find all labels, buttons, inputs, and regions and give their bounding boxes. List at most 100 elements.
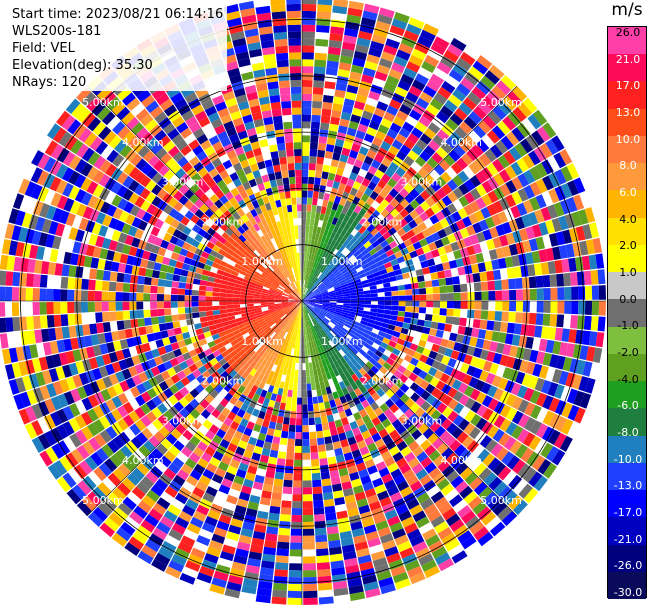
velocity-gate xyxy=(175,333,184,342)
velocity-gate xyxy=(357,554,372,565)
velocity-gate xyxy=(267,519,279,528)
velocity-gate xyxy=(57,393,69,408)
velocity-gate xyxy=(542,410,555,426)
velocity-gate xyxy=(145,100,159,114)
velocity-gate xyxy=(37,417,50,433)
velocity-gate xyxy=(523,387,535,402)
velocity-gate xyxy=(369,263,378,270)
velocity-gate xyxy=(458,139,471,153)
velocity-gate xyxy=(324,505,336,514)
velocity-gate xyxy=(74,174,87,189)
velocity-gate xyxy=(370,304,378,309)
velocity-gate xyxy=(334,335,342,342)
velocity-gate xyxy=(460,362,470,374)
velocity-gate xyxy=(394,343,403,351)
velocity-gate xyxy=(289,319,294,327)
velocity-gate xyxy=(315,315,322,322)
velocity-gate xyxy=(348,254,356,262)
velocity-gate xyxy=(352,196,361,205)
velocity-gate xyxy=(285,262,290,270)
velocity-gate xyxy=(308,253,312,261)
velocity-gate xyxy=(245,382,254,391)
velocity-gate xyxy=(316,156,325,165)
velocity-gate xyxy=(312,94,323,102)
velocity-gate xyxy=(195,267,204,275)
velocity-gate xyxy=(371,252,380,260)
velocity-gate xyxy=(308,163,316,171)
velocity-gate xyxy=(553,152,567,169)
velocity-gate xyxy=(361,399,370,409)
velocity-gate xyxy=(540,206,552,221)
velocity-gate xyxy=(525,336,534,349)
velocity-gate xyxy=(435,210,446,221)
velocity-gate xyxy=(308,298,316,301)
velocity-gate xyxy=(246,337,254,345)
velocity-gate xyxy=(445,513,461,527)
velocity-gate xyxy=(219,288,227,294)
velocity-gate xyxy=(288,319,293,326)
velocity-gate xyxy=(531,130,545,146)
velocity-gate xyxy=(247,289,255,294)
velocity-gate xyxy=(264,225,271,234)
velocity-gate xyxy=(381,418,392,429)
velocity-gate xyxy=(122,414,135,427)
velocity-gate xyxy=(327,172,336,181)
velocity-gate xyxy=(194,233,204,243)
velocity-gate xyxy=(312,87,324,95)
velocity-gate xyxy=(413,215,424,226)
velocity-gate xyxy=(140,476,155,489)
velocity-gate xyxy=(302,211,307,219)
velocity-gate xyxy=(221,455,232,466)
velocity-gate xyxy=(312,361,317,370)
velocity-gate xyxy=(302,314,304,322)
velocity-gate xyxy=(475,197,487,210)
velocity-gate xyxy=(327,393,334,401)
velocity-gate xyxy=(312,246,317,255)
velocity-gate xyxy=(566,388,578,404)
velocity-gate xyxy=(366,396,376,405)
velocity-gate xyxy=(219,439,230,449)
velocity-gate xyxy=(402,223,412,233)
velocity-gate xyxy=(482,453,496,467)
velocity-gate xyxy=(268,308,276,312)
velocity-gate xyxy=(220,185,230,195)
velocity-gate xyxy=(371,374,381,383)
velocity-gate xyxy=(362,313,370,319)
velocity-gate xyxy=(455,462,469,475)
velocity-gate xyxy=(295,301,302,303)
velocity-gate xyxy=(298,363,302,371)
velocity-gate xyxy=(288,326,293,334)
velocity-gate xyxy=(396,110,409,122)
velocity-gate xyxy=(338,245,346,253)
velocity-gate xyxy=(302,59,314,67)
velocity-gate xyxy=(522,154,535,169)
velocity-gate xyxy=(202,419,213,430)
velocity-gate xyxy=(138,326,147,336)
velocity-gate xyxy=(47,123,61,140)
velocity-gate xyxy=(303,266,306,274)
velocity-gate xyxy=(172,457,185,469)
velocity-gate xyxy=(308,302,316,306)
velocity-gate xyxy=(289,341,294,349)
velocity-gate xyxy=(534,325,543,338)
velocity-gate xyxy=(425,235,435,245)
velocity-gate xyxy=(339,317,347,323)
velocity-gate xyxy=(126,337,136,348)
velocity-gate xyxy=(292,306,298,312)
velocity-gate xyxy=(418,307,427,314)
velocity-gate xyxy=(311,382,317,391)
velocity-gate xyxy=(122,130,136,144)
velocity-gate xyxy=(316,205,322,214)
velocity-gate xyxy=(152,324,161,333)
velocity-gate xyxy=(45,205,57,220)
velocity-gate xyxy=(466,365,477,377)
velocity-gate xyxy=(18,287,26,301)
velocity-gate xyxy=(597,316,606,332)
velocity-gate xyxy=(399,144,411,156)
velocity-gate xyxy=(304,266,308,274)
velocity-gate xyxy=(169,235,179,245)
velocity-gate xyxy=(296,404,302,412)
velocity-gate xyxy=(376,283,384,289)
velocity-gate xyxy=(267,305,275,309)
velocity-gate xyxy=(288,431,296,439)
